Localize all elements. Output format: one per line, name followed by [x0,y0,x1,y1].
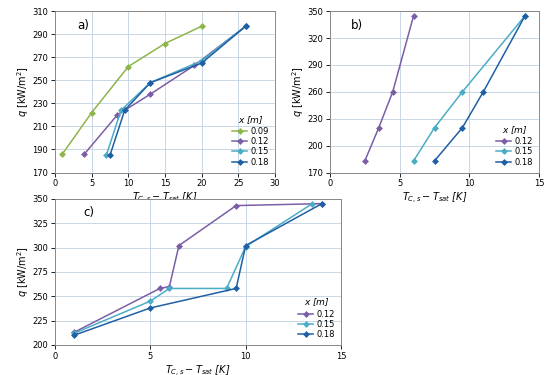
0.12 [166,284,173,289]
0.15 [223,286,230,291]
0.18 [199,61,205,65]
0.12 [175,243,182,248]
0.12 [71,330,78,334]
0.12 [191,63,197,68]
0.15 [71,331,78,336]
0.12 [389,90,396,94]
Y-axis label: $q$ [kW/m$^{2}$]: $q$ [kW/m$^{2}$] [15,66,31,117]
Line: 0.12: 0.12 [82,24,248,156]
0.18 [147,306,153,310]
Line: 0.18: 0.18 [108,24,248,157]
0.15 [147,299,153,303]
0.18 [122,108,128,112]
0.18 [243,243,249,248]
Legend: 0.12, 0.15, 0.18: 0.12, 0.15, 0.18 [494,123,535,168]
Line: 0.12: 0.12 [72,201,324,334]
Text: a): a) [77,19,89,32]
0.12 [361,159,368,163]
Line: 0.15: 0.15 [104,24,248,157]
Line: 0.15: 0.15 [72,201,315,335]
0.15 [243,244,249,249]
0.15 [118,108,124,112]
Legend: 0.09, 0.12, 0.15, 0.18: 0.09, 0.12, 0.15, 0.18 [230,112,271,168]
0.15 [309,201,316,206]
0.18 [318,201,325,206]
0.12 [376,126,382,130]
0.12 [410,13,417,18]
0.15 [199,58,205,63]
0.12 [233,203,239,208]
0.12 [318,201,325,206]
Line: 0.15: 0.15 [411,13,527,163]
Y-axis label: $q$ [kW/m$^{2}$]: $q$ [kW/m$^{2}$] [290,66,306,117]
Line: 0.09: 0.09 [60,24,204,156]
0.18 [71,333,78,338]
0.18 [243,24,249,28]
Y-axis label: $q$ [kW/m$^{2}$]: $q$ [kW/m$^{2}$] [15,246,31,297]
0.12 [157,286,163,291]
X-axis label: $T_{C,s} - T_{sat}$ [K]: $T_{C,s} - T_{sat}$ [K] [133,191,197,206]
0.18 [459,126,466,130]
0.09 [162,41,168,46]
0.09 [125,64,131,69]
0.18 [522,13,529,18]
0.15 [522,13,529,18]
0.18 [480,90,487,94]
0.15 [147,80,153,85]
Text: c): c) [84,206,95,219]
0.15 [243,24,249,28]
Line: 0.12: 0.12 [363,13,416,163]
0.15 [103,153,109,158]
Line: 0.18: 0.18 [72,201,324,338]
0.15 [166,286,173,291]
0.18 [431,159,438,163]
0.09 [199,24,205,28]
0.18 [107,153,113,158]
Text: b): b) [351,19,363,32]
0.15 [459,90,466,94]
Legend: 0.12, 0.15, 0.18: 0.12, 0.15, 0.18 [296,295,337,341]
Line: 0.18: 0.18 [432,13,527,163]
0.18 [147,80,153,85]
0.12 [81,152,87,156]
0.15 [410,159,417,163]
0.12 [243,24,249,28]
0.18 [233,286,239,291]
0.12 [147,92,153,96]
X-axis label: $T_{C,s} - T_{sat}$ [K]: $T_{C,s} - T_{sat}$ [K] [166,364,230,375]
0.09 [59,152,65,156]
0.12 [114,112,120,117]
0.09 [89,110,95,115]
0.15 [431,126,438,130]
X-axis label: $T_{C,s} - T_{sat}$ [K]: $T_{C,s} - T_{sat}$ [K] [402,191,467,206]
